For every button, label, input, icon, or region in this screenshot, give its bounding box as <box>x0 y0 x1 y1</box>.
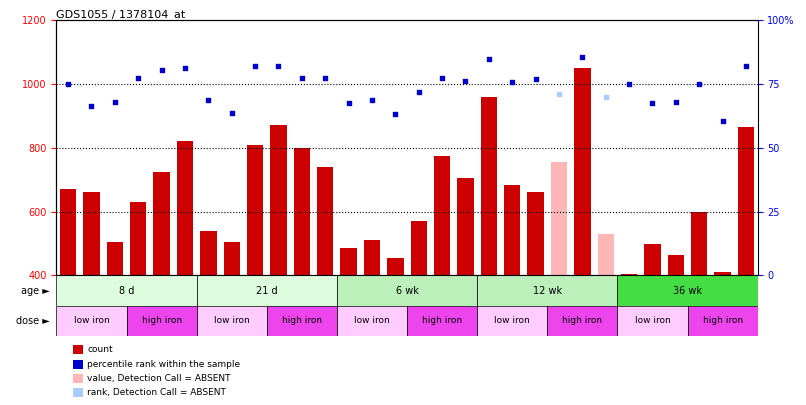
Text: age ►: age ► <box>21 286 49 296</box>
Bar <box>644 243 661 275</box>
Point <box>226 109 239 116</box>
Point <box>693 81 706 87</box>
Point <box>202 97 215 103</box>
Text: low iron: low iron <box>494 316 530 326</box>
Bar <box>621 274 638 275</box>
Point <box>529 76 542 83</box>
Text: count: count <box>87 345 113 354</box>
Point <box>85 103 98 110</box>
Bar <box>597 234 614 275</box>
Point <box>506 79 519 86</box>
Point <box>319 75 332 81</box>
Point <box>553 90 566 97</box>
Bar <box>737 127 754 275</box>
Point <box>108 98 122 105</box>
Bar <box>547 306 617 336</box>
Text: high iron: high iron <box>282 316 322 326</box>
Text: low iron: low iron <box>73 316 110 326</box>
Text: high iron: high iron <box>422 316 462 326</box>
Text: high iron: high iron <box>703 316 742 326</box>
Bar <box>293 148 310 275</box>
Point <box>272 63 285 70</box>
Point <box>296 75 309 81</box>
Text: dose ►: dose ► <box>15 316 49 326</box>
Bar <box>337 306 407 336</box>
Point <box>669 98 682 105</box>
Text: 36 wk: 36 wk <box>673 286 702 296</box>
Bar <box>364 240 380 275</box>
Bar <box>667 255 684 275</box>
Bar <box>714 272 731 275</box>
Text: high iron: high iron <box>142 316 181 326</box>
Point <box>343 100 355 107</box>
Point <box>366 97 379 103</box>
Bar <box>480 97 497 275</box>
Bar <box>337 275 477 306</box>
Point <box>436 75 449 81</box>
Point <box>646 100 659 107</box>
Point <box>482 55 495 62</box>
Bar <box>550 162 567 275</box>
Bar <box>504 185 521 275</box>
Bar <box>617 306 688 336</box>
Bar <box>688 306 758 336</box>
Text: GDS1055 / 1378104_at: GDS1055 / 1378104_at <box>56 9 185 20</box>
Bar <box>127 306 197 336</box>
Point <box>459 78 472 84</box>
Text: low iron: low iron <box>354 316 390 326</box>
Bar <box>153 172 170 275</box>
Point <box>413 89 426 95</box>
Bar <box>617 275 758 306</box>
Bar <box>56 275 197 306</box>
Bar <box>457 178 474 275</box>
Bar <box>407 306 477 336</box>
Bar <box>83 192 100 275</box>
Bar <box>387 258 404 275</box>
Point <box>249 63 262 70</box>
Point <box>389 111 402 117</box>
Bar <box>574 68 591 275</box>
Point <box>62 81 75 87</box>
Text: high iron: high iron <box>563 316 602 326</box>
Point <box>623 81 636 87</box>
Point <box>155 66 168 73</box>
Bar <box>267 306 337 336</box>
Point <box>132 75 145 81</box>
Bar <box>197 275 337 306</box>
Text: value, Detection Call = ABSENT: value, Detection Call = ABSENT <box>87 374 231 383</box>
Bar <box>340 248 357 275</box>
Bar <box>691 211 708 275</box>
Text: 12 wk: 12 wk <box>533 286 562 296</box>
Bar <box>223 242 240 275</box>
Bar <box>200 231 217 275</box>
Text: percentile rank within the sample: percentile rank within the sample <box>87 360 240 369</box>
Text: 6 wk: 6 wk <box>396 286 418 296</box>
Text: 8 d: 8 d <box>118 286 135 296</box>
Point <box>575 54 588 60</box>
Bar <box>477 275 617 306</box>
Point <box>600 94 613 100</box>
Bar <box>317 167 334 275</box>
Bar <box>130 202 147 275</box>
Bar <box>177 141 193 275</box>
Point <box>717 117 729 124</box>
Bar <box>527 192 544 275</box>
Point <box>179 65 192 71</box>
Bar <box>56 306 127 336</box>
Bar <box>60 189 77 275</box>
Text: low iron: low iron <box>634 316 671 326</box>
Bar <box>434 156 451 275</box>
Bar <box>477 306 547 336</box>
Bar <box>197 306 267 336</box>
Text: low iron: low iron <box>214 316 250 326</box>
Text: 21 d: 21 d <box>256 286 277 296</box>
Bar <box>247 145 264 275</box>
Bar <box>270 126 287 275</box>
Bar <box>410 221 427 275</box>
Text: rank, Detection Call = ABSENT: rank, Detection Call = ABSENT <box>87 388 226 397</box>
Bar <box>106 242 123 275</box>
Point <box>740 63 753 70</box>
